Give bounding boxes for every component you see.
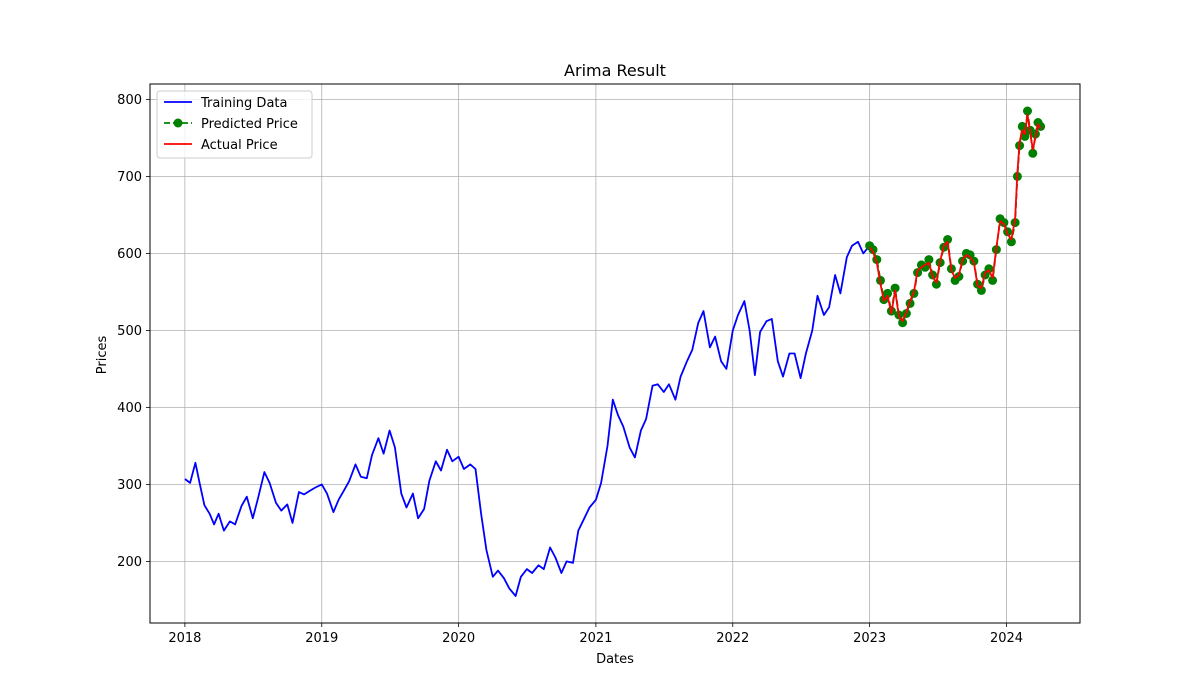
predicted-price-point xyxy=(920,262,930,272)
legend-box xyxy=(156,90,313,159)
predicted-price-point xyxy=(1023,106,1032,116)
y-tick-label: 300 xyxy=(117,478,142,493)
x-axis-ticks: 2018 2019 2020 2021 2022 2023 2024 xyxy=(168,623,1023,646)
predicted-price-point xyxy=(890,283,900,293)
series-layer xyxy=(184,106,1046,597)
predicted-price-point xyxy=(1028,148,1038,158)
legend-label-predicted: Predicted Price xyxy=(201,117,298,132)
legend: Training Data Predicted Price Actual Pri… xyxy=(156,90,313,159)
predicted-price-point xyxy=(1017,121,1027,131)
x-tick-label: 2022 xyxy=(716,631,749,646)
y-axis-ticks: 200 300 400 500 600 700 800 xyxy=(117,93,150,570)
actual-price-line xyxy=(868,113,1042,323)
predicted-price-point xyxy=(924,255,934,265)
predicted-price-point xyxy=(988,275,998,285)
predicted-price-point xyxy=(976,285,986,295)
y-tick-label: 500 xyxy=(117,324,142,339)
legend-label-training: Training Data xyxy=(200,96,287,111)
chart-title: Arima Result xyxy=(564,61,666,80)
y-tick-label: 400 xyxy=(117,401,142,416)
y-tick-label: 800 xyxy=(117,93,142,108)
y-axis-label: Prices xyxy=(95,336,110,375)
predicted-price-point xyxy=(954,272,964,281)
predicted-price-point xyxy=(1006,237,1016,247)
y-tick-label: 700 xyxy=(117,170,142,185)
predicted-price-point xyxy=(943,235,953,244)
predicted-price-point xyxy=(1020,131,1030,141)
predicted-price-point xyxy=(898,318,908,328)
predicted-price-point xyxy=(931,279,941,289)
x-tick-label: 2024 xyxy=(990,631,1023,646)
x-tick-label: 2023 xyxy=(853,631,886,646)
x-tick-label: 2019 xyxy=(305,631,338,646)
x-axis-label: Dates xyxy=(596,652,634,667)
legend-label-actual: Actual Price xyxy=(201,138,278,153)
x-tick-label: 2021 xyxy=(579,631,612,646)
predicted-price-point xyxy=(999,218,1009,228)
predicted-price-point xyxy=(883,288,893,298)
x-tick-label: 2020 xyxy=(442,631,475,646)
y-tick-label: 200 xyxy=(117,555,142,570)
plot-frame xyxy=(149,83,1081,624)
legend-marker-predicted xyxy=(173,118,183,128)
training-data-line xyxy=(184,240,871,597)
x-tick-label: 2018 xyxy=(168,631,201,646)
y-tick-label: 600 xyxy=(117,247,142,262)
